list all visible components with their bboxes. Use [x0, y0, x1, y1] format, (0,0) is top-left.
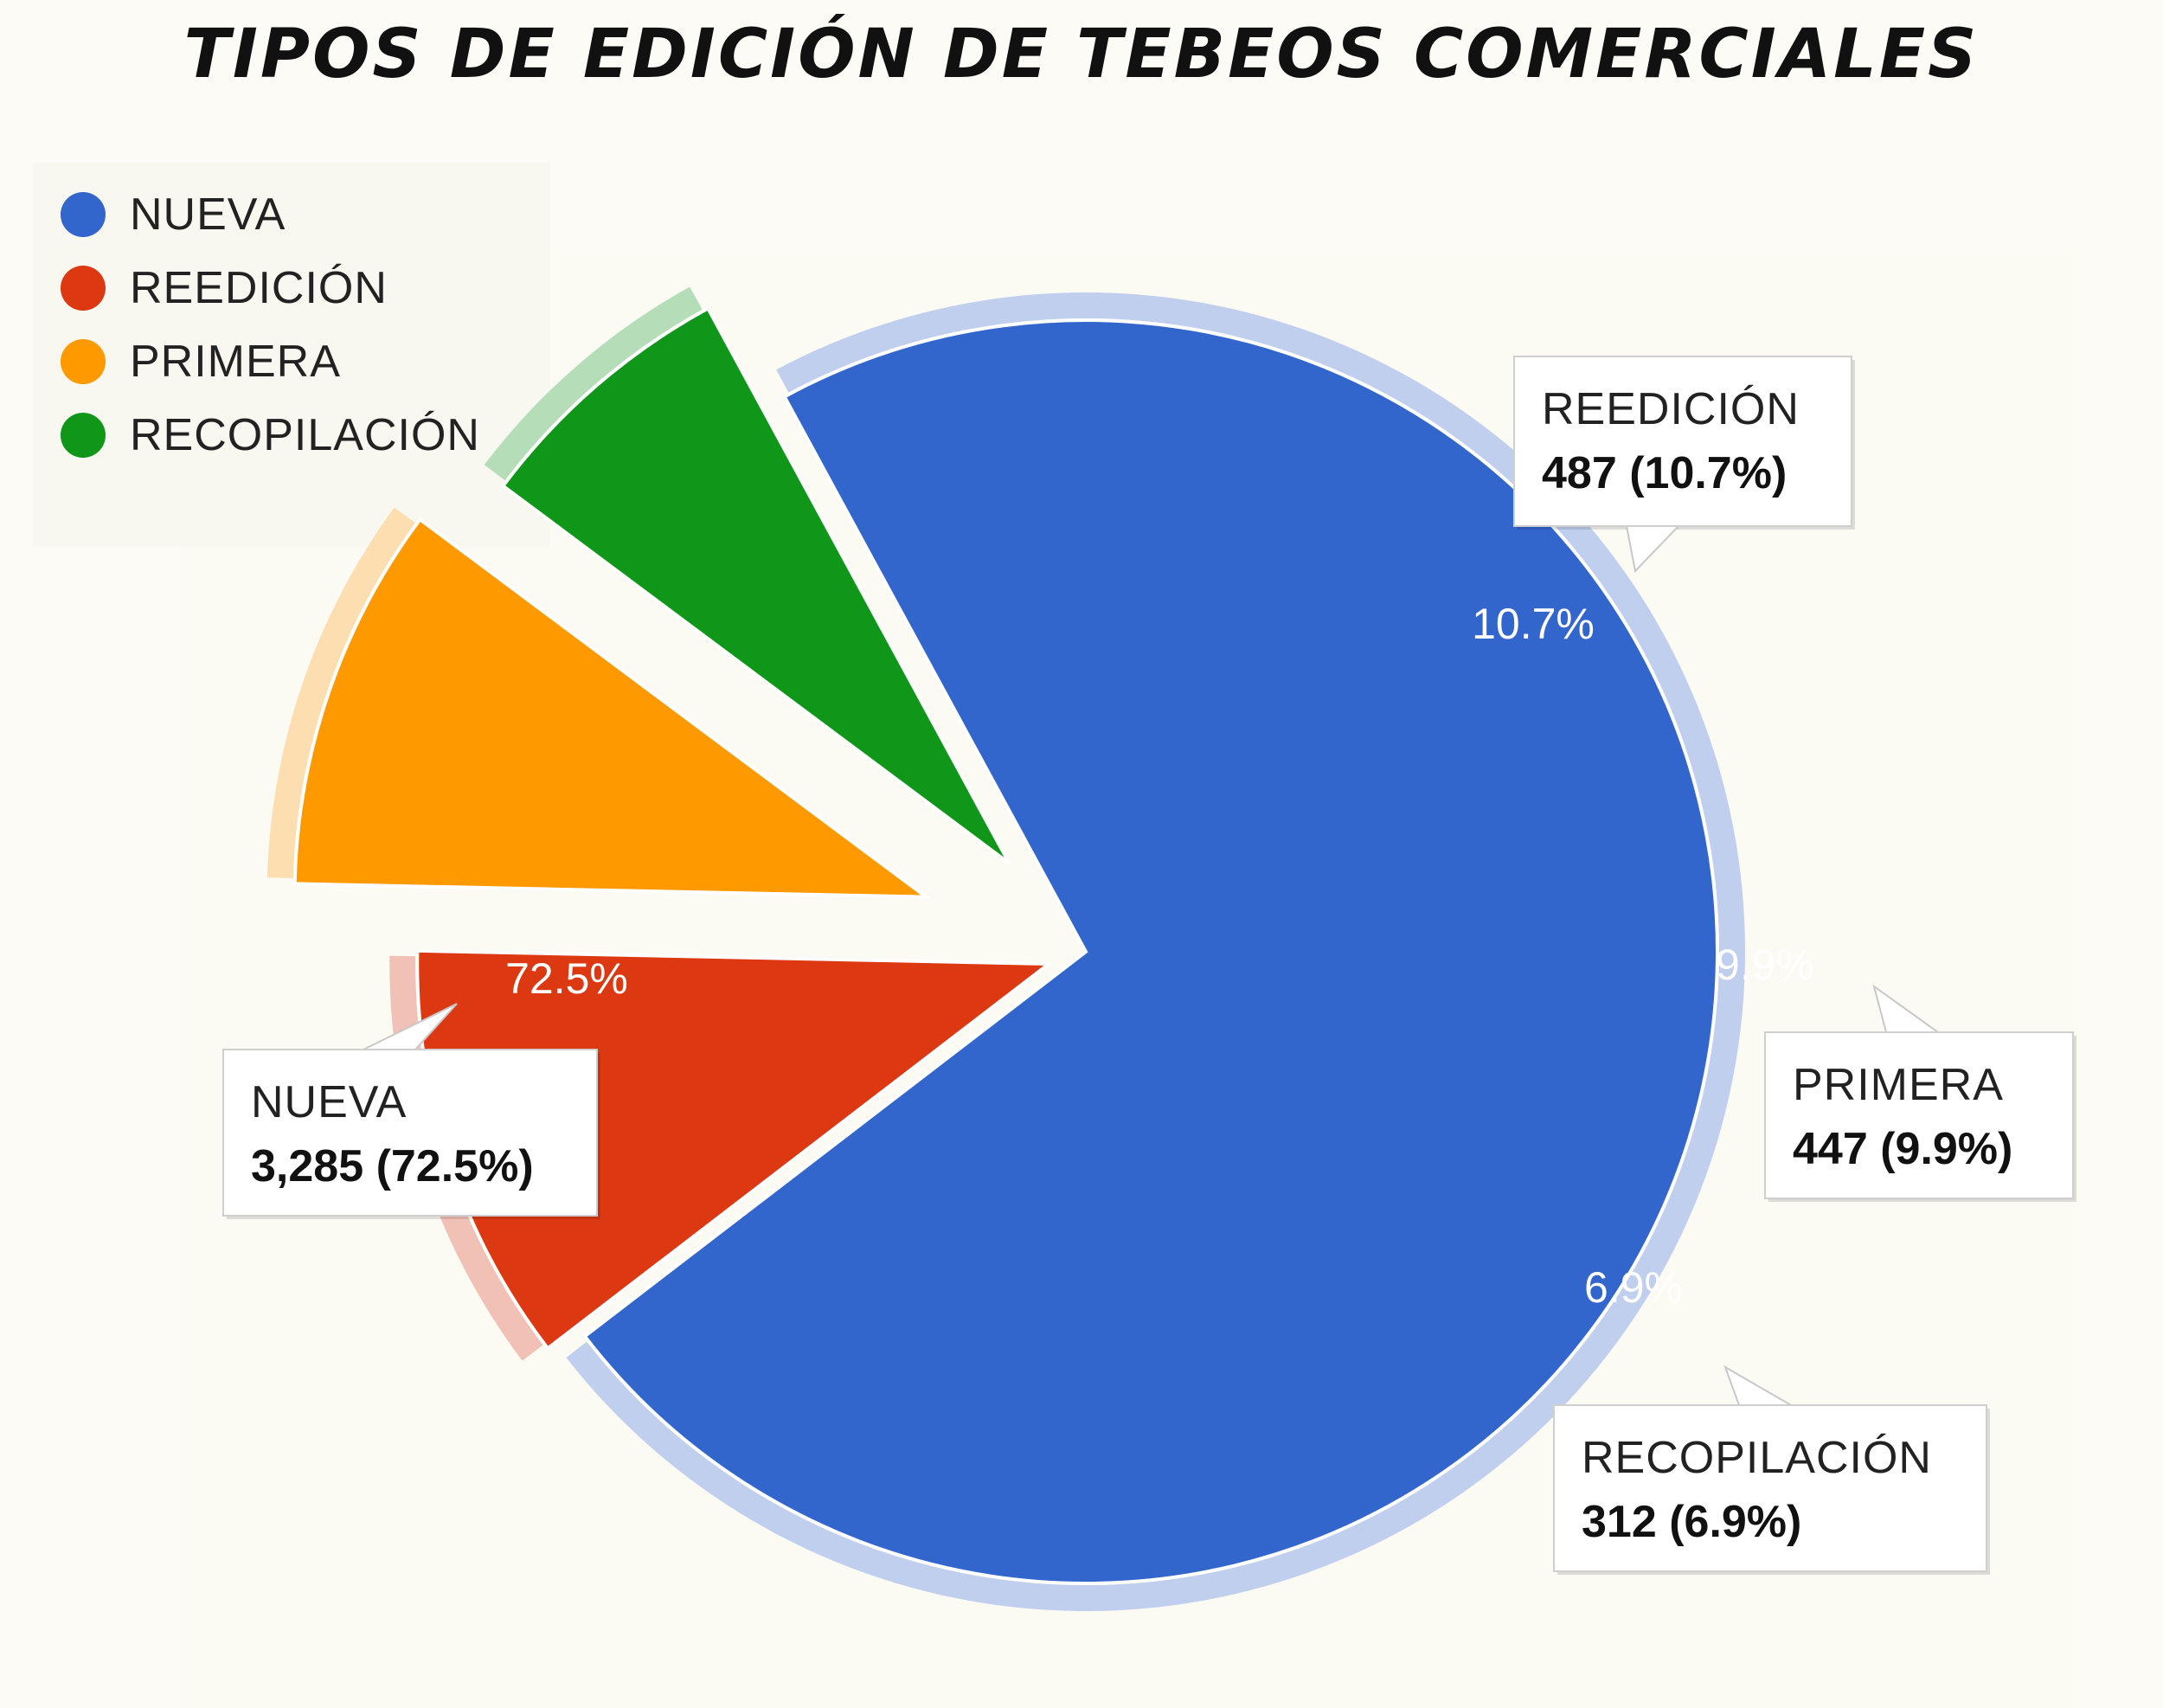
legend: NUEVA REEDICIÓN PRIMERA RECOPILACIÓN [33, 163, 550, 547]
callout-pointer [1723, 1364, 1794, 1406]
pie-slice-recopilacion[interactable] [500, 305, 1011, 865]
callout-pointer [1872, 984, 1942, 1033]
percent-label-nueva: 72.5% [505, 954, 628, 1003]
legend-label-recopilacion: RECOPILACIÓN [130, 410, 480, 460]
callout-box [1553, 1404, 1987, 1572]
chart-title: TIPOS DE EDICIÓN DE TEBEOS COMERCIALES [183, 16, 1980, 93]
callout-value-recopilacion: 312 (6.9%) [1582, 1497, 1801, 1547]
callout-reedicion: REEDICIÓN 487 (10.7%) [1513, 356, 1855, 574]
callout-box [1764, 1031, 2074, 1199]
percent-label-reedicion: 10.7% [1472, 600, 1595, 648]
callout-box [222, 1049, 598, 1217]
legend-label-primera: PRIMERA [130, 337, 341, 387]
callout-primera: PRIMERA 447 (9.9%) [1764, 984, 2076, 1202]
legend-label-reedicion: REEDICIÓN [130, 263, 388, 313]
callout-recopilacion: RECOPILACIÓN 312 (6.9%) [1553, 1364, 1990, 1575]
legend-item-nueva: NUEVA [61, 189, 286, 241]
callout-box [1513, 356, 1852, 527]
callout-pointer [1625, 525, 1681, 574]
legend-swatch-primera [61, 339, 106, 384]
pie-slice-nueva[interactable] [582, 318, 1719, 1585]
callout-value-nueva: 3,285 (72.5%) [251, 1141, 534, 1191]
pie-slice-primera[interactable] [292, 517, 932, 899]
callout-nueva: NUEVA 3,285 (72.5%) [222, 1003, 600, 1219]
callout-name-reedicion: REEDICIÓN [1542, 384, 1800, 434]
slice-highlight-recopilacion [484, 286, 703, 481]
callout-name-recopilacion: RECOPILACIÓN [1582, 1433, 1932, 1483]
legend-swatch-recopilacion [61, 413, 106, 458]
legend-item-primera: PRIMERA [61, 336, 341, 388]
legend-label-nueva: NUEVA [130, 189, 286, 240]
percent-label-primera: 9.9% [1716, 941, 1814, 989]
legend-item-recopilacion: RECOPILACIÓN [61, 409, 480, 461]
legend-swatch-nueva [61, 192, 106, 237]
legend-swatch-reedicion [61, 266, 106, 311]
percent-label-recopilacion: 6.9% [1584, 1263, 1683, 1312]
callout-value-reedicion: 487 (10.7%) [1542, 448, 1787, 498]
callout-name-nueva: NUEVA [251, 1077, 407, 1127]
callout-name-primera: PRIMERA [1793, 1060, 2004, 1110]
callout-value-primera: 447 (9.9%) [1793, 1124, 2012, 1174]
slice-highlight-primera [266, 507, 415, 879]
legend-item-reedicion: REEDICIÓN [61, 262, 388, 314]
